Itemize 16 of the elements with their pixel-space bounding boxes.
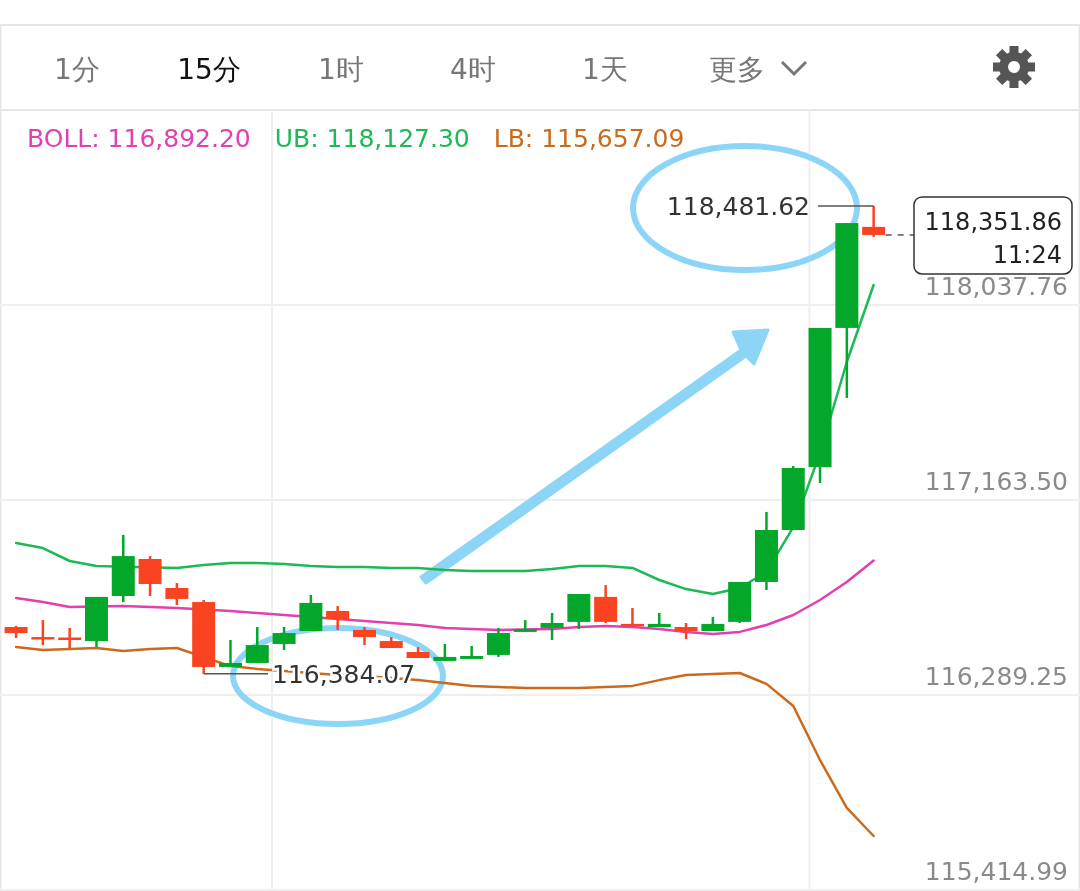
text: LB: 115,657.09 (493, 124, 685, 153)
text: 118,351.86 (924, 207, 1062, 236)
y-tick-label: 117,163.50 (924, 467, 1068, 496)
text: 15分 (177, 53, 241, 86)
text: 1天 (582, 53, 628, 86)
y-tick-label: 118,037.76 (924, 272, 1068, 301)
y-tick-label: 115,414.99 (924, 857, 1068, 886)
text: 更多 (709, 53, 765, 86)
text: 4时 (450, 53, 496, 86)
y-tick-label: 116,289.25 (924, 662, 1068, 691)
text: 1时 (318, 53, 364, 86)
annotation: 118,481.62 (666, 192, 810, 221)
text: 11:24 (992, 240, 1062, 269)
text: BOLL: 116,892.20 (27, 124, 251, 153)
text: UB: 118,127.30 (274, 124, 470, 153)
text: 1分 (54, 53, 100, 86)
